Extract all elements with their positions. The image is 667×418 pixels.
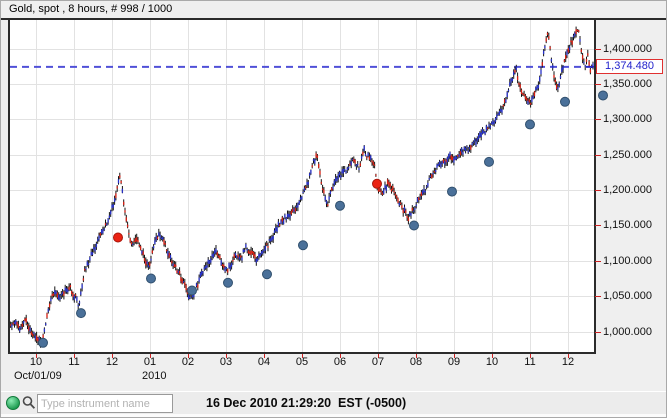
month-label: 03 [219, 356, 233, 368]
price-axis-label: 1,200.000 [603, 184, 652, 197]
current-price-tag: 1,374.480 [596, 59, 663, 75]
month-label: 06 [333, 356, 347, 368]
price-axis-label: 1,250.000 [603, 148, 652, 161]
signal-dot-blue [38, 337, 48, 348]
instrument-search-input[interactable] [37, 394, 173, 413]
month-label: 08 [409, 356, 423, 368]
price-axis-label: 1,000.000 [603, 325, 652, 338]
signal-dot-blue [335, 200, 345, 211]
window-bottom-edge [1, 414, 666, 417]
price-axis-label: 1,400.000 [603, 42, 652, 55]
monthly-markers [38, 90, 608, 348]
signal-dot-blue [262, 269, 272, 280]
price-axis-label: 1,350.000 [603, 78, 652, 91]
month-label: 10 [485, 356, 499, 368]
axis-year-label: 2010 [142, 370, 167, 382]
price-axis-label: 1,050.000 [603, 290, 652, 303]
month-label: 09 [447, 356, 461, 368]
month-label: 11 [68, 356, 80, 368]
price-axis-label: 1,100.000 [603, 254, 652, 267]
signal-dot-blue [525, 119, 535, 130]
signal-dot-blue [484, 156, 494, 167]
month-label: 12 [105, 356, 119, 368]
signal-dot-red [113, 232, 123, 243]
month-label: 12 [561, 356, 575, 368]
current-price-value: 1,374.480 [605, 60, 654, 73]
signal-dot-blue [223, 277, 233, 288]
signal-dot-blue [409, 220, 419, 231]
connection-status-icon [6, 396, 20, 410]
signal-dot-blue [560, 96, 570, 107]
axis-start-date: Oct/01/09 [14, 370, 62, 382]
axis-ticks [36, 49, 601, 358]
search-icon [22, 396, 36, 409]
signal-dot-red [372, 178, 382, 189]
chart-title-bar[interactable]: Gold, spot , 8 hours, # 998 / 1000 [1, 1, 666, 20]
candlestick-series [10, 26, 594, 348]
month-label: 11 [524, 356, 536, 368]
signal-dot-blue [298, 240, 308, 251]
signal-dot-blue [146, 273, 156, 284]
price-axis-label: 1,150.000 [603, 219, 652, 232]
signal-dot-blue [187, 285, 197, 296]
price-axis-label: 1,300.000 [603, 113, 652, 126]
month-label: 10 [29, 356, 43, 368]
signal-dot-blue [447, 186, 457, 197]
signal-dot-blue [598, 90, 608, 101]
signal-dot-blue [76, 308, 86, 319]
month-label: 07 [371, 356, 385, 368]
month-label: 02 [181, 356, 195, 368]
status-bar: 16 Dec 2010 21:29:20 EST (-0500) [1, 391, 666, 415]
month-label: 04 [257, 356, 271, 368]
clock-timestamp: 16 Dec 2010 21:29:20 EST (-0500) [206, 396, 407, 410]
chart-title: Gold, spot , 8 hours, # 998 / 1000 [9, 3, 173, 15]
month-label: 01 [143, 356, 157, 368]
month-label: 05 [295, 356, 309, 368]
